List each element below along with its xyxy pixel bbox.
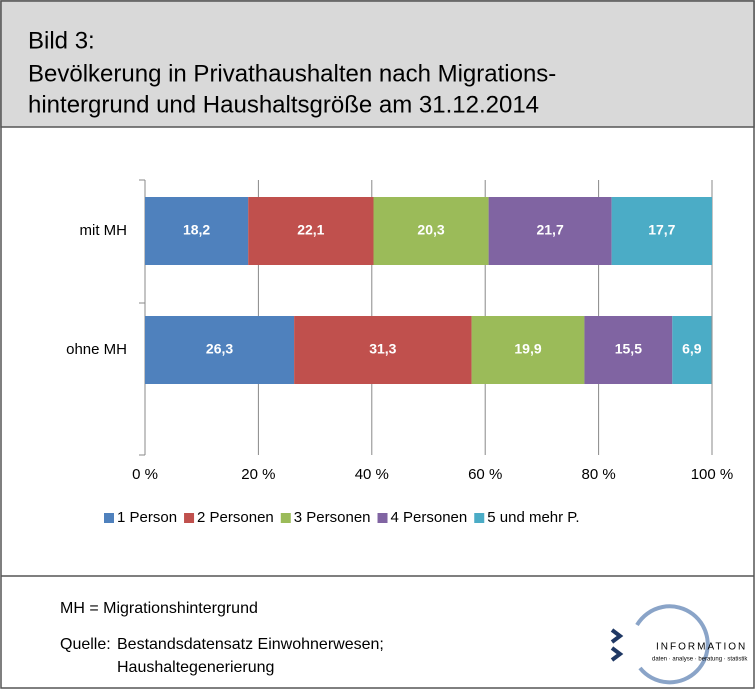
header xyxy=(0,0,755,128)
x-tick-label: 20 % xyxy=(241,466,275,483)
note: Haushaltegenerierung xyxy=(117,659,274,676)
legend-swatch xyxy=(184,513,195,523)
title-line: hintergrund und Haushaltsgröße am 31.12.… xyxy=(28,91,539,118)
bar-segment xyxy=(145,197,249,265)
logo-arrows xyxy=(610,628,624,662)
title-line: Bevölkerung in Privathaushalten nach Mig… xyxy=(28,60,556,87)
legend-swatch xyxy=(474,513,485,523)
x-tick-label: 100 % xyxy=(691,466,734,483)
data-label: 20,3 xyxy=(417,222,444,238)
bar-segment xyxy=(145,316,295,384)
data-label: 19,9 xyxy=(514,341,541,357)
x-tick-label: 60 % xyxy=(468,466,502,483)
bar-segment xyxy=(471,316,585,384)
legend-swatch xyxy=(377,513,388,523)
data-label: 6,9 xyxy=(682,341,702,357)
legend-label: 5 und mehr P. xyxy=(487,509,579,526)
data-label: 21,7 xyxy=(536,222,563,238)
legend-label: 1 Person xyxy=(117,509,177,526)
data-label: 22,1 xyxy=(297,222,324,238)
bar-segment xyxy=(584,316,673,384)
y-tick-label: ohne MH xyxy=(66,341,127,358)
logo-ring xyxy=(635,604,710,685)
legend-label: 3 Personen xyxy=(294,509,371,526)
data-label: 31,3 xyxy=(369,341,396,357)
y-tick-label: mit MH xyxy=(80,222,128,239)
note: Bestandsdatensatz Einwohnerwesen; xyxy=(117,636,384,653)
legend-label: 4 Personen xyxy=(391,509,468,526)
data-label: 18,2 xyxy=(183,222,210,238)
legend-swatch xyxy=(280,513,291,523)
bar-segment xyxy=(672,316,712,384)
data-label: 17,7 xyxy=(648,222,675,238)
bar-segment xyxy=(248,197,374,265)
title-line: Bild 3: xyxy=(28,27,95,54)
data-label: 15,5 xyxy=(615,341,642,357)
logo-tagline: daten · analyse · beratung · statistik xyxy=(652,657,748,663)
bar-segment xyxy=(611,197,712,265)
logo-text: INFORMATION xyxy=(656,642,747,653)
x-tick-label: 80 % xyxy=(581,466,615,483)
x-tick-label: 0 % xyxy=(132,466,158,483)
bar-segment xyxy=(373,197,489,265)
logo: INFORMATION daten · analyse · beratung ·… xyxy=(610,604,748,685)
legend-swatch xyxy=(104,513,114,523)
data-label: 26,3 xyxy=(206,341,233,357)
x-tick-label: 40 % xyxy=(355,466,389,483)
bar-segment xyxy=(488,197,612,265)
note: Quelle: xyxy=(60,636,111,653)
legend-label: 2 Personen xyxy=(197,509,274,526)
note: MH = Migrationshintergrund xyxy=(60,600,258,617)
bar-segment xyxy=(294,316,472,384)
